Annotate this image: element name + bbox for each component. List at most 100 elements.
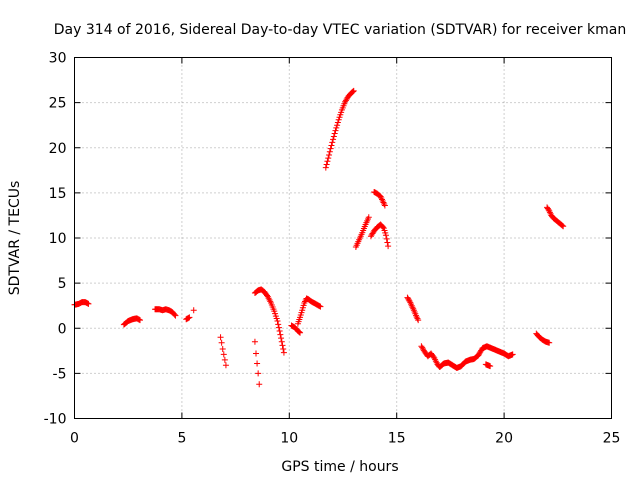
x-tick-label: 20: [495, 431, 513, 447]
data-point: [137, 317, 144, 324]
data-point: [219, 346, 226, 353]
data-point: [383, 235, 390, 242]
y-axis-label: SDTVAR / TECUs: [7, 181, 23, 296]
data-point: [254, 360, 261, 367]
data-point: [415, 317, 422, 324]
data-point: [350, 87, 357, 94]
data-point: [332, 127, 339, 134]
data-segment: [367, 221, 392, 250]
data-point: [85, 300, 92, 307]
data-point: [384, 239, 391, 246]
data-segment: [120, 315, 144, 328]
data-segment: [352, 214, 372, 251]
data-point: [385, 243, 392, 250]
data-segment: [217, 334, 229, 369]
x-tick-label: 15: [388, 431, 406, 447]
x-tick-label: 5: [177, 431, 186, 447]
data-point: [330, 136, 337, 143]
data-point: [324, 158, 331, 165]
y-tick-label: 15: [49, 186, 67, 202]
data-point: [278, 335, 285, 342]
x-axis-label: GPS time / hours: [281, 459, 398, 475]
data-point: [327, 145, 334, 152]
data-point: [277, 331, 284, 338]
data-segment: [183, 314, 193, 323]
data-point: [256, 381, 263, 388]
data-point: [405, 296, 412, 303]
data-point: [217, 334, 224, 341]
data-point: [186, 314, 193, 321]
data-segment: [251, 286, 287, 356]
data-point: [413, 314, 420, 321]
data-point: [331, 130, 338, 137]
data-point: [296, 329, 303, 336]
data-segment: [404, 294, 422, 324]
data-point: [328, 142, 335, 149]
data-point: [381, 202, 388, 209]
data-point: [333, 124, 340, 131]
data-point: [317, 303, 324, 310]
data-point: [322, 164, 329, 171]
data-segment: [544, 204, 567, 230]
data-point: [278, 338, 285, 345]
data-point: [218, 339, 225, 346]
data-point: [487, 363, 494, 370]
data-point: [220, 351, 227, 358]
y-tick-label: 0: [58, 321, 67, 337]
tick-layer: 0 5 10 15 20 25 -10 -5 0 5 10 15 20 25 30: [44, 51, 621, 447]
data-point: [546, 339, 553, 346]
y-tick-label: 30: [49, 51, 67, 67]
data-segment: [418, 343, 516, 371]
data-point: [325, 155, 332, 162]
data-points: [71, 87, 567, 388]
data-point: [349, 89, 356, 96]
data-point: [221, 356, 228, 363]
grid-layer: [74, 57, 612, 419]
y-tick-label: 5: [58, 276, 67, 292]
data-point: [297, 329, 304, 336]
data-point: [350, 88, 357, 95]
data-point: [330, 133, 337, 140]
data-point: [545, 206, 552, 213]
data-segment: [152, 306, 179, 319]
data-point: [274, 318, 281, 325]
data-point: [280, 349, 287, 356]
data-point: [171, 311, 178, 318]
y-tick-label: 10: [49, 231, 67, 247]
y-tick-label: 25: [49, 96, 67, 112]
data-point: [190, 307, 197, 314]
data-point: [334, 122, 341, 129]
data-point: [279, 342, 286, 349]
data-point: [559, 222, 566, 229]
data-point: [275, 321, 282, 328]
data-segment: [251, 338, 263, 388]
x-tick-label: 0: [70, 431, 79, 447]
data-point: [280, 346, 287, 353]
data-point: [365, 214, 372, 221]
data-point: [382, 232, 389, 239]
data-point: [560, 223, 567, 230]
data-point: [275, 324, 282, 331]
data-segment: [533, 330, 553, 346]
data-point: [329, 139, 336, 146]
data-segment: [190, 307, 197, 314]
data-point: [509, 351, 516, 358]
y-tick-label: 20: [49, 141, 67, 157]
plot-frame: [74, 57, 612, 419]
data-segment: [322, 87, 357, 171]
data-point: [326, 148, 333, 155]
data-point: [222, 362, 229, 369]
x-tick-label: 25: [603, 431, 621, 447]
chart-title: Day 314 of 2016, Sidereal Day-to-day VTE…: [54, 22, 626, 38]
data-point: [295, 328, 302, 335]
data-point: [380, 224, 387, 231]
data-point: [334, 119, 341, 126]
data-point: [326, 151, 333, 158]
data-point: [255, 370, 262, 377]
data-point: [253, 350, 260, 357]
data-point: [276, 327, 283, 334]
data-point: [172, 312, 179, 319]
data-segment: [294, 295, 324, 327]
x-tick-label: 10: [280, 431, 298, 447]
